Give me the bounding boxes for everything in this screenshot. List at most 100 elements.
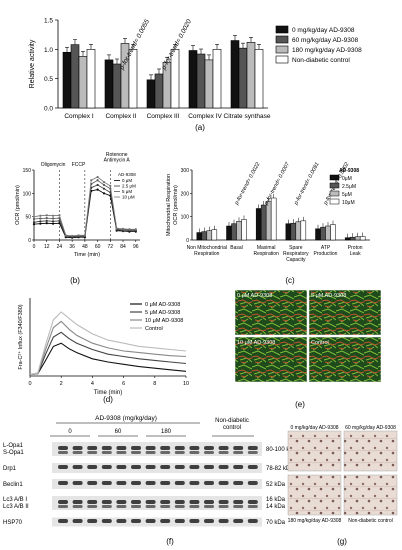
panel-a-bar: [238, 47, 248, 109]
panel-d-y-axis-label: Fra-C²⁺ Influx (F340/F380): [17, 304, 24, 369]
panel-f-band: [116, 505, 127, 508]
panel-b-legend-title: AD-9308: [118, 172, 136, 177]
panel-f-band: [145, 505, 156, 508]
panel-a-category-label: Complex II: [105, 113, 136, 120]
panel-f-band: [218, 465, 229, 469]
panel-b-x-tick-label: 0: [33, 244, 36, 250]
panel-c-bar: [236, 221, 242, 241]
panel-f-band: [131, 465, 141, 469]
panel-a-y-tick-label: 1.0: [44, 47, 53, 54]
panel-b-point: [45, 222, 48, 225]
panel-f-band: [72, 451, 83, 454]
panel-c-category-label: Production: [314, 251, 338, 257]
panel-f-band: [145, 519, 156, 523]
panel-c-bar: [290, 222, 297, 241]
panel-f-band: [160, 519, 171, 523]
panel-f-band: [204, 465, 214, 469]
panel-b-point: [83, 234, 86, 237]
panel-f-band: [87, 505, 98, 508]
panel-f-band: [116, 519, 127, 523]
panel-f-band: [131, 505, 141, 508]
panel-a-legend-label: 180 mg/kg/day AD-9308: [292, 47, 362, 54]
panel-d-x-tick-label: 0: [28, 381, 31, 387]
panel-c-annotation: p-for-trend= 0.0081: [293, 161, 321, 206]
panel-f-band: [233, 500, 244, 504]
panel-c-bar: [359, 236, 366, 241]
panel-c-bar: [300, 220, 307, 241]
panel-a-category-label: Complex III: [147, 113, 180, 120]
panel-f-band: [131, 451, 141, 454]
panel-c-y-tick-label: 0: [186, 238, 189, 244]
panel-b-y-tick-label: 150: [23, 168, 32, 174]
panel-f-kda-label: 80-100 kDa: [266, 447, 298, 453]
panel-a-y-tick-label: 1.5: [44, 18, 53, 25]
panel-f-band: [189, 451, 200, 454]
panel-f-band: [174, 465, 185, 469]
panel-b-point: [102, 187, 106, 190]
panel-c-category-label: Respiration: [194, 251, 220, 257]
panel-f-band: [145, 500, 156, 504]
panel-f-band: [145, 465, 156, 469]
panel-a-category-label: Complex IV: [188, 113, 222, 120]
panel-c-chart: 0 100 200 300 Mitochondrial Respiration OCR (…: [166, 161, 370, 263]
panel-f-band: [218, 519, 229, 523]
panel-a-bar: [86, 49, 96, 109]
panel-d-legend-label: 5 μM AD-9308: [145, 310, 180, 316]
panel-f-band: [233, 481, 244, 485]
panel-d-x-tick-label: 10: [183, 381, 189, 387]
panel-f-band: [58, 481, 68, 485]
panel-b-point: [121, 227, 125, 230]
panel-a-legend-swatch: [275, 25, 289, 34]
panel-c-bar: [196, 232, 203, 241]
panel-f-band: [58, 446, 68, 450]
panel-f-band: [58, 519, 68, 523]
panel-c-bar: [325, 225, 331, 241]
panel-f-band: [101, 505, 112, 508]
panel-a-bar: [254, 49, 264, 109]
panel-f-band: [101, 446, 112, 450]
panel-c-category-label: Leak: [350, 251, 361, 257]
panel-f-band: [204, 481, 214, 485]
panel-f-band: [101, 481, 112, 485]
panel-a-category-label: Citrate synthase: [224, 113, 271, 120]
panel-c-annotation: p-for-trend= 0.0022: [233, 161, 261, 206]
panel-f-band: [189, 500, 200, 504]
panel-c-bar: [344, 237, 351, 241]
panel-b-point: [51, 222, 55, 225]
panel-b-point: [115, 227, 118, 230]
panel-f-band: [72, 500, 83, 504]
panel-a-bar: [154, 73, 164, 109]
panel-f-band: [189, 505, 200, 508]
panel-a-bar: [112, 63, 122, 109]
panel-a-category-label: Complex I: [64, 113, 93, 120]
panel-d-legend-label: 0 μM AD-9308: [145, 302, 180, 308]
panel-f-band: [218, 446, 229, 450]
panel-f-band: [160, 500, 171, 504]
panel-g-micrograph: [343, 430, 398, 472]
panel-b-point: [96, 183, 99, 187]
panel-f-band: [233, 446, 244, 450]
panel-b-x-tick-label: 48: [82, 244, 88, 250]
panel-d-x-tick-label: 8: [153, 381, 156, 387]
panel-f-band: [218, 481, 229, 485]
panel-f-row-label: Lc3 A/B II: [3, 504, 29, 510]
panel-f-band: [233, 465, 244, 469]
panel-f-band: [204, 451, 214, 454]
panel-f-control-header: Non-diabetic: [215, 418, 249, 424]
panel-f-band: [247, 505, 258, 508]
panel-f-band: [233, 519, 244, 523]
panel-f-band: [58, 500, 68, 504]
panel-a-bar: [246, 41, 256, 109]
panel-b-x-tick-label: 72: [108, 244, 114, 250]
panel-b-point: [45, 219, 48, 222]
panel-d-x-tick-label: 2: [60, 381, 63, 387]
panel-f-band: [160, 446, 171, 450]
panel-g-images: 0 mg/kg/day AD-9308 60 mg/kg/day AD-9308 1…: [288, 425, 398, 524]
panel-a-chart: 0.0 0.5 1.0 1.5 Relative activity Complex I Co…: [29, 18, 362, 121]
panel-d-x-tick-label: 6: [122, 381, 125, 387]
panel-f-band: [233, 451, 244, 454]
panel-f-band: [160, 465, 171, 469]
panel-f-band: [101, 500, 112, 504]
panel-f-membrane: [52, 479, 262, 489]
panel-c-category-label: Non Mitochondrial: [187, 245, 227, 251]
